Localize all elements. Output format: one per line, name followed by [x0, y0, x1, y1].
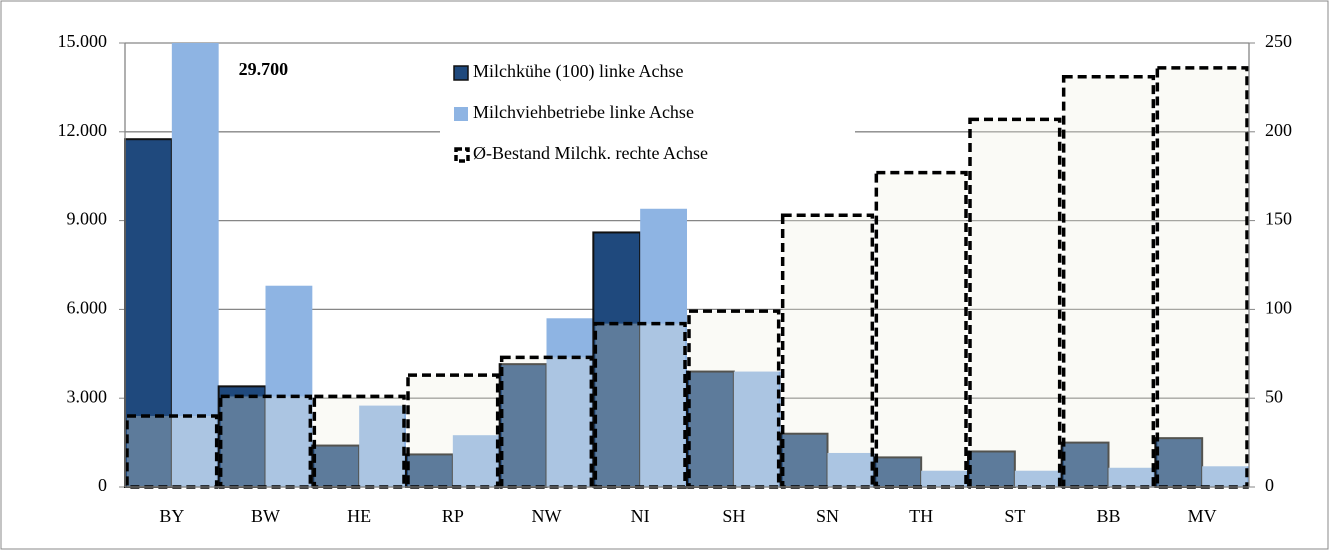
- legend-swatch: [454, 107, 468, 121]
- y2-tick-label: 250: [1265, 31, 1292, 51]
- x-tick-label: TH: [909, 506, 933, 526]
- bar: [265, 285, 313, 487]
- legend-label: Milchkühe (100) linke Achse: [473, 61, 683, 82]
- bar: [171, 43, 219, 487]
- dashed-bar: [218, 394, 313, 489]
- y2-tick-label: 200: [1265, 120, 1292, 140]
- y2-tick-label: 150: [1265, 209, 1292, 229]
- bar: [640, 208, 687, 487]
- x-tick-label: BY: [159, 506, 184, 526]
- bar: [498, 363, 548, 488]
- y2-tick-label: 0: [1265, 475, 1274, 495]
- bar: [967, 450, 1016, 489]
- data-label: 29.700: [239, 59, 289, 79]
- y-tick-label: 6.000: [67, 298, 108, 318]
- x-tick-label: NW: [532, 506, 562, 526]
- bar: [311, 444, 361, 488]
- legend-label: Ø-Bestand Milchk. rechte Achse: [473, 143, 708, 163]
- dashed-bar: [1155, 66, 1249, 489]
- x-tick-label: MV: [1188, 506, 1217, 526]
- x-tick-label: HE: [347, 506, 371, 526]
- x-tick-label: SN: [816, 506, 839, 526]
- bar: [1202, 466, 1249, 487]
- bar: [873, 456, 923, 488]
- dashed-bar: [499, 355, 594, 489]
- dashed-bar: [968, 117, 1062, 489]
- bar: [1108, 467, 1156, 487]
- bar: [686, 370, 735, 488]
- bar: [592, 231, 642, 488]
- bar: [1014, 470, 1062, 487]
- x-tick-label: RP: [442, 506, 464, 526]
- legend-label: Milchviehbetriebe linke Achse: [473, 102, 694, 122]
- x-tick-label: ST: [1004, 506, 1025, 526]
- y-tick-label: 0: [98, 475, 107, 495]
- bar: [921, 470, 968, 487]
- x-tick-label: BB: [1096, 506, 1120, 526]
- legend-swatch: [453, 65, 469, 81]
- bar: [546, 318, 594, 487]
- bar: [124, 138, 173, 488]
- bar: [452, 435, 500, 487]
- dashed-bar: [406, 373, 500, 489]
- x-tick-label: BW: [251, 506, 280, 526]
- dashed-bar: [1061, 74, 1156, 489]
- bar: [827, 452, 875, 487]
- y-tick-label: 9.000: [67, 209, 108, 229]
- dashed-bar: [125, 414, 219, 489]
- y2-tick-label: 100: [1265, 298, 1292, 318]
- dashed-bar: [687, 309, 781, 489]
- x-tick-label: SH: [722, 506, 745, 526]
- y-tick-label: 12.000: [58, 120, 108, 140]
- y-tick-label: 3.000: [67, 386, 108, 406]
- bar: [405, 453, 454, 489]
- legend-swatch: [454, 147, 470, 163]
- bar: [1060, 441, 1110, 489]
- dashed-bar: [874, 170, 968, 489]
- bar: [217, 385, 267, 488]
- dashed-bar: [593, 321, 687, 489]
- dashed-bar: [780, 213, 875, 489]
- x-tick-label: NI: [631, 506, 650, 526]
- legend-box: [440, 55, 855, 177]
- plot-area: [124, 43, 1249, 489]
- bar: [733, 371, 781, 487]
- y2-tick-label: 50: [1265, 386, 1283, 406]
- dashed-bar: [312, 394, 406, 489]
- y-tick-label: 15.000: [58, 31, 108, 51]
- bar: [359, 405, 406, 487]
